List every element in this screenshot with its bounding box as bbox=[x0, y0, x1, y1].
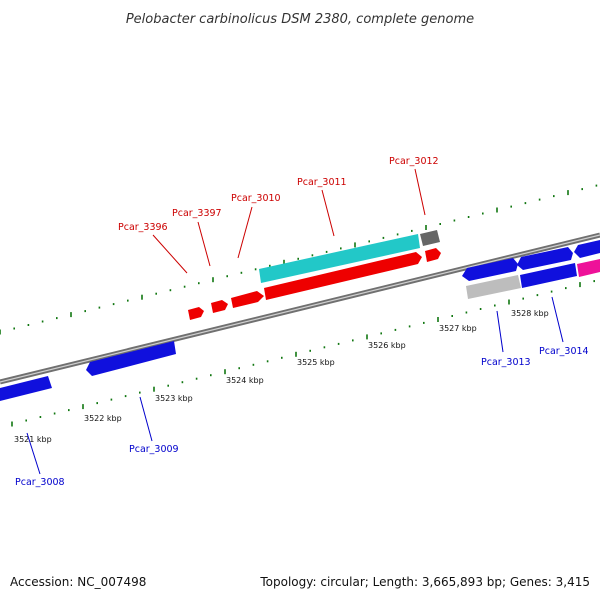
gene-label-pcar-3014[interactable]: Pcar_3014 bbox=[539, 346, 589, 357]
minus-strand-genes bbox=[0, 240, 600, 401]
gene-label-pcar-3012[interactable]: Pcar_3012 bbox=[389, 156, 439, 167]
tick-labels: 3521 kbp 3522 kbp 3523 kbp 3524 kbp 3525… bbox=[14, 309, 549, 444]
tick-label-3527: 3527 kbp bbox=[439, 324, 477, 333]
tick-label-3525: 3525 kbp bbox=[297, 358, 335, 367]
gene-label-pcar-3010[interactable]: Pcar_3010 bbox=[231, 193, 281, 204]
gene-pcar-3011-red[interactable] bbox=[264, 252, 422, 300]
gene-pcar-3397[interactable] bbox=[211, 300, 228, 313]
map-title: Pelobacter carbinolicus DSM 2380, comple… bbox=[126, 12, 474, 27]
tick-label-3528: 3528 kbp bbox=[511, 309, 549, 318]
lower-tick-track bbox=[11, 280, 596, 427]
label-leaders bbox=[26, 168, 564, 475]
gene-label-pcar-3011[interactable]: Pcar_3011 bbox=[297, 177, 347, 188]
gene-pcar-3012-gray[interactable] bbox=[420, 230, 440, 246]
accession-text: Accession: NC_007498 bbox=[10, 575, 146, 589]
gene-next-magenta[interactable] bbox=[577, 259, 600, 277]
tick-label-3522: 3522 kbp bbox=[84, 414, 122, 423]
leader-pcar-3011 bbox=[321, 189, 335, 237]
gene-label-pcar-3009[interactable]: Pcar_3009 bbox=[129, 444, 179, 455]
gene-pcar-3008[interactable] bbox=[0, 376, 52, 401]
tick-label-3526: 3526 kbp bbox=[368, 341, 406, 350]
gene-pcar-3013-gray[interactable] bbox=[466, 275, 521, 299]
gene-label-pcar-3013[interactable]: Pcar_3013 bbox=[481, 357, 531, 368]
leader-pcar-3013 bbox=[496, 310, 504, 353]
leader-pcar-3396 bbox=[152, 234, 188, 274]
gene-pcar-3014-upper[interactable] bbox=[517, 247, 573, 270]
tick-label-3521: 3521 kbp bbox=[14, 435, 52, 444]
gene-pcar-3012[interactable] bbox=[425, 248, 441, 262]
tick-label-3524: 3524 kbp bbox=[226, 376, 264, 385]
gene-pcar-3009[interactable] bbox=[86, 341, 176, 376]
gene-pcar-3396[interactable] bbox=[188, 307, 204, 320]
gene-next-upper[interactable] bbox=[574, 240, 600, 258]
genome-backbone-inner bbox=[0, 234, 600, 383]
gene-labels: Pcar_3396 Pcar_3397 Pcar_3010 Pcar_3011 … bbox=[15, 156, 589, 488]
plus-strand-genes bbox=[188, 230, 441, 320]
leader-pcar-3012 bbox=[414, 168, 426, 216]
gene-label-pcar-3396[interactable]: Pcar_3396 bbox=[118, 222, 168, 233]
gene-pcar-3010[interactable] bbox=[231, 291, 264, 308]
leader-pcar-3008 bbox=[26, 432, 41, 475]
genome-summary-text: Topology: circular; Length: 3,665,893 bp… bbox=[259, 575, 590, 589]
gene-pcar-3011-cyan[interactable] bbox=[259, 234, 420, 283]
tick-label-3523: 3523 kbp bbox=[155, 394, 193, 403]
leader-pcar-3014 bbox=[551, 296, 564, 343]
upper-tick-track bbox=[0, 184, 598, 335]
gene-pcar-3013[interactable] bbox=[462, 258, 518, 281]
gene-pcar-3014[interactable] bbox=[520, 263, 577, 288]
leader-pcar-3010 bbox=[237, 206, 253, 259]
leader-pcar-3009 bbox=[139, 396, 153, 442]
gene-label-pcar-3397[interactable]: Pcar_3397 bbox=[172, 208, 222, 219]
gene-label-pcar-3008[interactable]: Pcar_3008 bbox=[15, 477, 65, 488]
leader-pcar-3397 bbox=[197, 221, 211, 267]
